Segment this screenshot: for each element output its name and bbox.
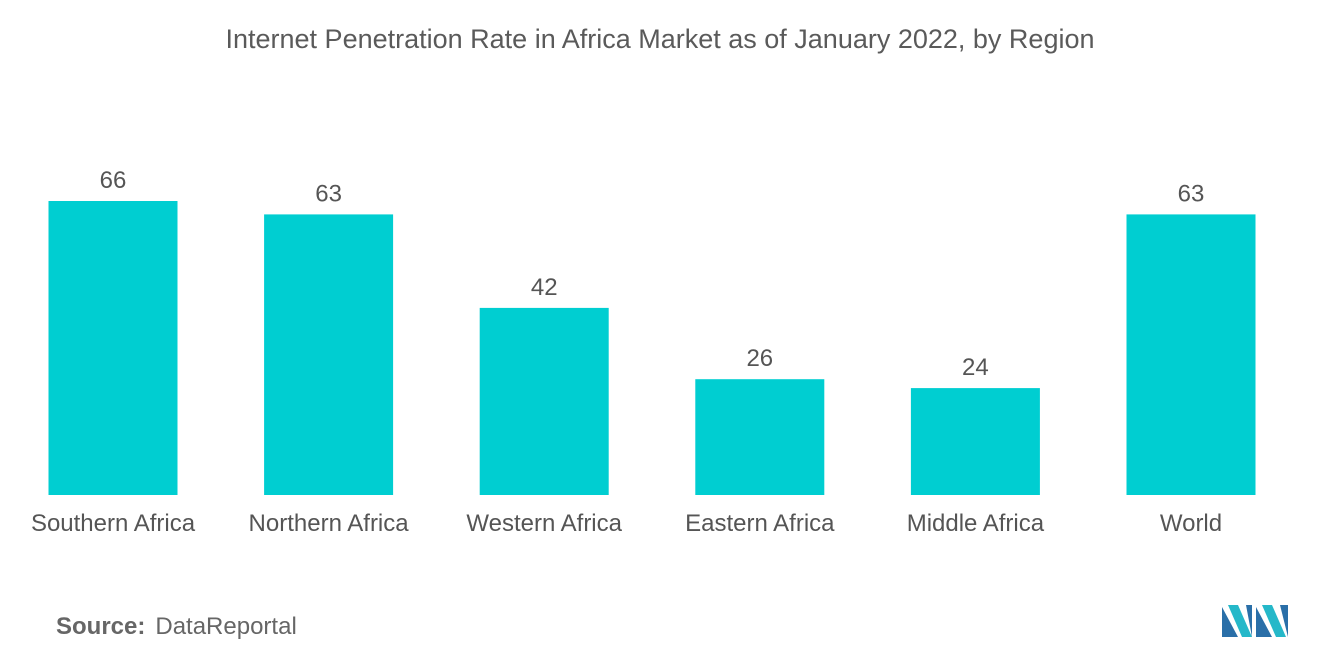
category-label: Northern Africa bbox=[249, 510, 410, 537]
category-label: Middle Africa bbox=[907, 510, 1045, 537]
data-label: 63 bbox=[315, 180, 342, 207]
source-line: Source: DataReportal bbox=[56, 613, 297, 641]
category-label: Southern Africa bbox=[31, 510, 196, 537]
data-label: 63 bbox=[1178, 180, 1205, 207]
data-label: 66 bbox=[100, 167, 127, 194]
data-label: 26 bbox=[746, 345, 773, 372]
bar-northern-africa bbox=[264, 214, 394, 495]
bar-eastern-africa bbox=[695, 379, 825, 495]
category-label: Western Africa bbox=[466, 510, 622, 537]
bar-world bbox=[1126, 214, 1256, 495]
bar-southern-africa bbox=[48, 201, 178, 495]
bar-middle-africa bbox=[910, 388, 1040, 495]
mordor-intelligence-logo-icon bbox=[1222, 605, 1288, 637]
chart-title: Internet Penetration Rate in Africa Mark… bbox=[225, 24, 1095, 54]
data-label: 42 bbox=[531, 274, 558, 301]
source-label: Source: bbox=[56, 613, 146, 640]
category-label: Eastern Africa bbox=[685, 510, 835, 537]
bar-western-africa bbox=[479, 307, 609, 495]
source-value: DataReportal bbox=[155, 613, 297, 640]
data-label: 24 bbox=[962, 354, 989, 381]
bar-chart: 66 Southern Africa 63 Northern Africa 42 West… bbox=[31, 167, 1256, 537]
category-label: World bbox=[1160, 510, 1222, 537]
